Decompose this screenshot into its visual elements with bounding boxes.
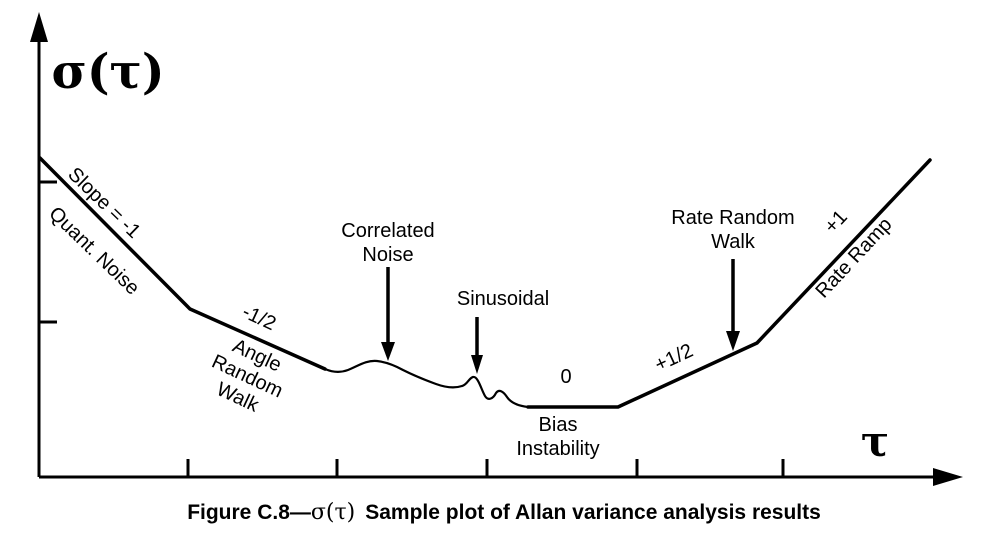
correlated-noise-line1: Correlated [341, 220, 435, 242]
correlated-noise-label: Correlated Noise [341, 219, 434, 267]
x-axis-label: τ [860, 417, 890, 466]
y-axis-ticks [39, 180, 57, 324]
curve-segment-correlated-sinusoidal [323, 359, 530, 409]
bias-instability-label: Bias Instability [516, 413, 599, 461]
zero-slope-label: 0 [560, 366, 572, 388]
curve-segment-bias-rrw-ramp [526, 158, 932, 409]
figure-caption: Figure C.8—σ(τ) Sample plot of Allan vari… [187, 500, 821, 525]
rate-random-walk-line1: Rate Random [671, 207, 795, 229]
correlated-noise-line2: Noise [362, 244, 414, 266]
bias-instability-line1: Bias [538, 414, 578, 436]
caption-suffix: Sample plot of Allan variance analysis r… [365, 501, 821, 524]
sinusoidal-label: Sinusoidal [456, 288, 550, 310]
sinusoidal-arrowhead-icon [471, 355, 483, 374]
caption-symbol: σ(τ) [310, 500, 356, 525]
bias-instability-line2: Instability [516, 438, 600, 460]
y-axis-arrowhead-icon [30, 12, 48, 42]
rate-random-walk-line2: Walk [711, 231, 755, 253]
rate-random-walk-arrowhead-icon [726, 331, 740, 351]
correlated-noise-arrowhead-icon [381, 342, 395, 361]
curve-segment-quantization-arw [38, 156, 327, 371]
x-axis-ticks [186, 459, 785, 477]
y-axis-label: σ(τ) [51, 44, 165, 100]
rate-random-walk-label: Rate Random Walk [671, 206, 794, 254]
x-axis-arrowhead-icon [933, 468, 963, 486]
caption-prefix: Figure C.8— [187, 501, 311, 524]
